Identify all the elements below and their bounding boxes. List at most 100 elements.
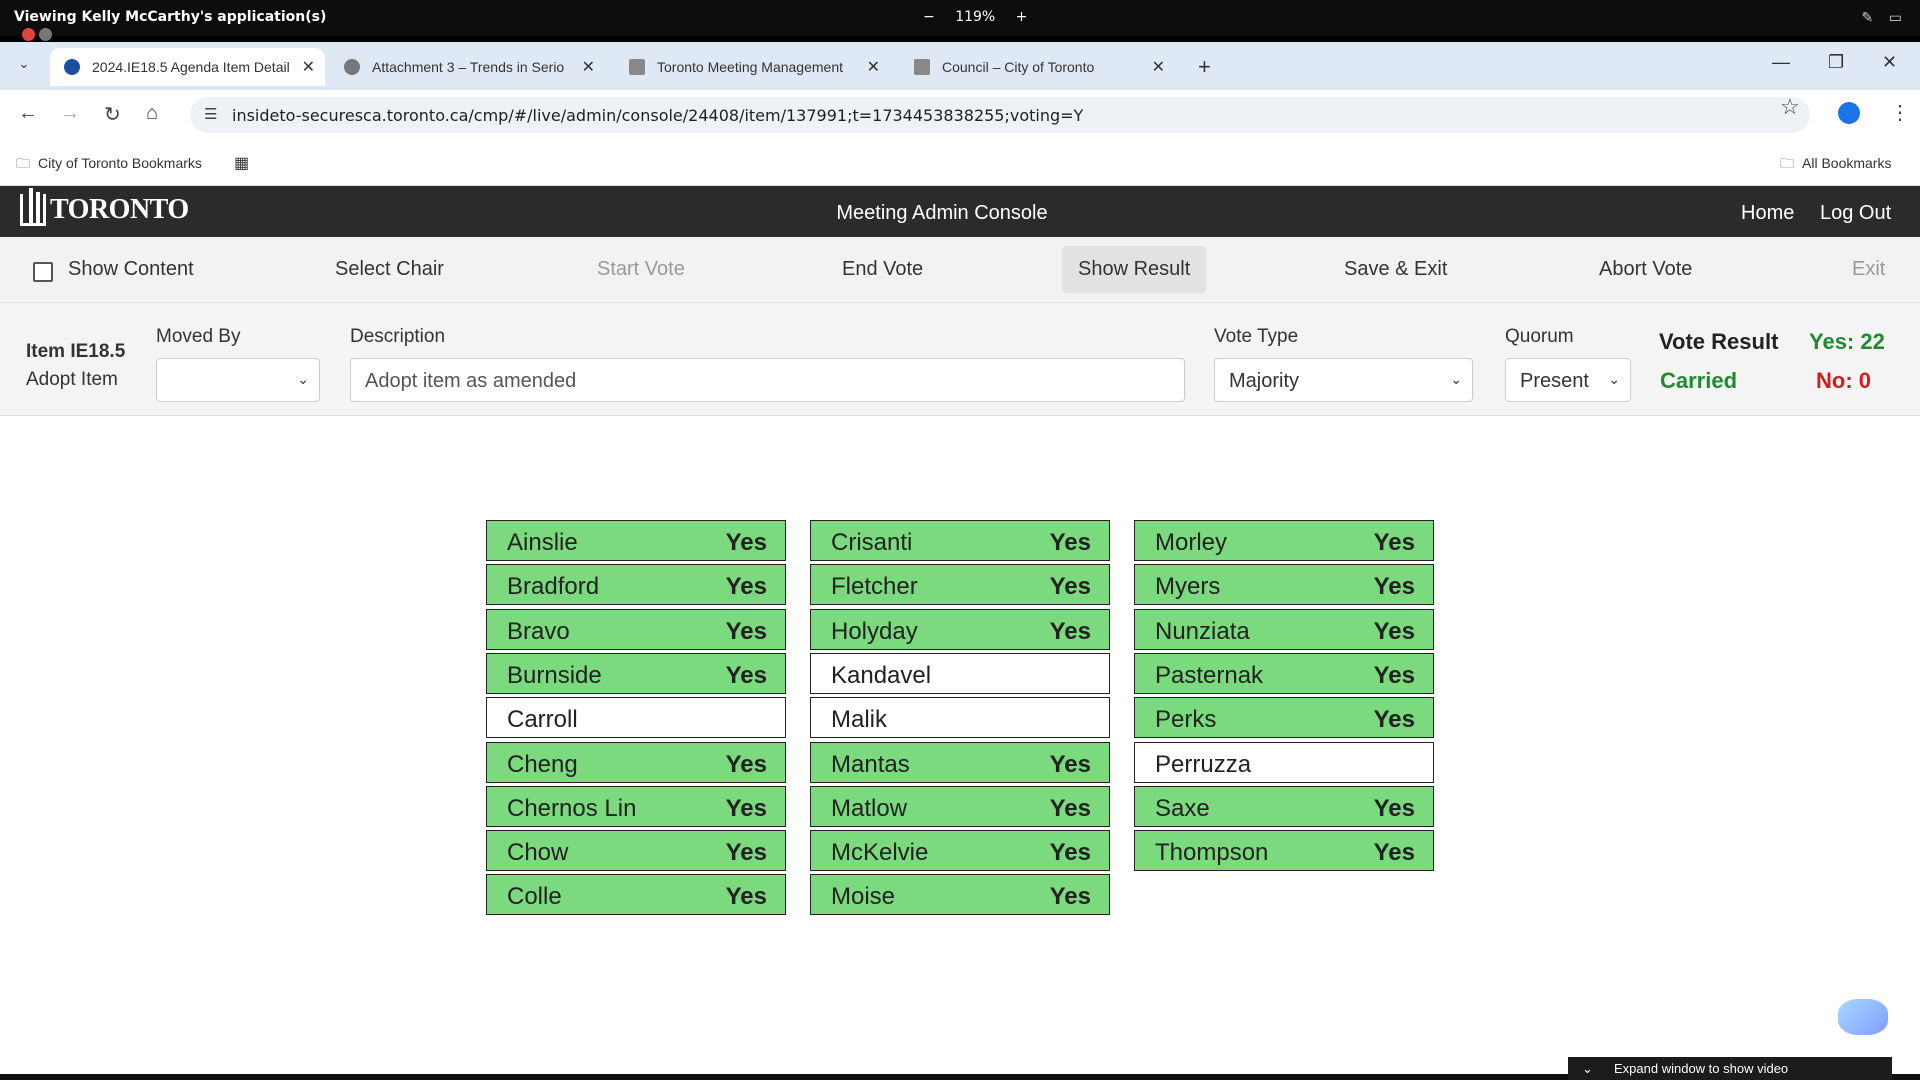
tab-search-icon[interactable]: ⌄ [18,56,30,71]
member-vote-cell[interactable]: Bradford Yes [486,564,786,605]
browser-menu-icon[interactable]: ⋮ [1890,102,1910,124]
assistant-bubble-icon[interactable] [1838,999,1888,1035]
tab-meeting-management[interactable]: Toronto Meeting Management ✕ [615,48,890,86]
share-title: Viewing Kelly McCarthy's application(s) [14,9,327,25]
member-vote-cell[interactable]: Saxe Yes [1134,786,1434,827]
member-vote-cell[interactable]: Holyday Yes [810,609,1110,650]
member-vote: Yes [1049,573,1091,600]
zoom-level: 119% [955,9,996,25]
reload-icon[interactable]: ↻ [104,104,121,126]
close-share-icon[interactable] [22,28,35,41]
item-subtitle: Adopt Item [26,369,118,390]
bookmark-star-icon[interactable]: ☆ [1780,94,1800,119]
member-vote-cell[interactable]: Cheng Yes [486,742,786,783]
description-field[interactable]: Adopt item as amended [350,358,1185,402]
member-vote-cell[interactable]: Chernos Lin Yes [486,786,786,827]
close-tab-icon[interactable]: ✕ [301,59,315,76]
member-vote-cell[interactable]: Ainslie Yes [486,520,786,561]
member-vote-cell[interactable]: Mantas Yes [810,742,1110,783]
yes-count: Yes: 22 [1809,329,1885,354]
tab-label: Attachment 3 – Trends in Serio [372,59,565,75]
show-result-button[interactable]: Show Result [1062,246,1207,293]
zoom-in-button[interactable]: + [1015,9,1028,25]
member-name: Carroll [507,706,578,733]
member-vote-cell[interactable]: Myers Yes [1134,564,1434,605]
zoom-out-button[interactable]: − [923,9,935,25]
member-vote-cell[interactable]: Nunziata Yes [1134,609,1434,650]
show-content-label[interactable]: Show Content [68,258,194,280]
close-tab-icon[interactable]: ✕ [581,59,595,76]
member-vote-cell[interactable]: Pasternak Yes [1134,653,1434,694]
tab-label: Toronto Meeting Management [657,59,843,75]
tab-attachment[interactable]: Attachment 3 – Trends in Serio ✕ [330,48,605,86]
member-vote-cell[interactable]: Colle Yes [486,874,786,915]
vote-type-select[interactable]: Majority ⌄ [1214,358,1473,402]
address-bar[interactable]: ☰ insideto-securesca.toronto.ca/cmp/#/li… [190,97,1810,133]
forward-icon[interactable]: → [60,102,80,124]
member-vote-cell[interactable]: Fletcher Yes [810,564,1110,605]
vote-type-label: Vote Type [1214,326,1299,347]
member-vote: Yes [1049,529,1091,556]
chat-icon[interactable]: ▭ [1888,9,1902,25]
member-vote-cell[interactable]: Kandavel [810,653,1110,694]
close-tab-icon[interactable]: ✕ [1151,59,1165,76]
member-vote-cell[interactable]: Morley Yes [1134,520,1434,561]
url-text: insideto-securesca.toronto.ca/cmp/#/live… [232,106,1084,125]
member-vote-cell[interactable]: Burnside Yes [486,653,786,694]
bottom-strip [0,1074,1920,1080]
home-link[interactable]: Home [1741,202,1795,224]
member-name: Perruzza [1155,751,1252,778]
minimize-icon[interactable]: — [1772,52,1790,72]
chevron-down-icon: ⌄ [1608,371,1620,387]
member-name: Malik [831,706,888,733]
member-vote-cell[interactable]: Crisanti Yes [810,520,1110,561]
moved-by-select[interactable]: ⌄ [156,358,320,402]
new-tab-icon[interactable]: + [1198,54,1211,79]
member-vote-cell[interactable]: Matlow Yes [810,786,1110,827]
select-chair-button[interactable]: Select Chair [335,258,444,280]
description-label: Description [350,326,446,347]
member-vote-cell[interactable]: Carroll [486,697,786,738]
tab-strip: ⌄ 2024.IE18.5 Agenda Item Detail ✕ Attac… [0,42,1920,90]
bookmark-folder-toronto[interactable]: 🗀 City of Toronto Bookmarks [16,153,202,177]
back-icon[interactable]: ← [18,102,38,124]
save-exit-button[interactable]: Save & Exit [1344,258,1448,280]
close-window-icon[interactable]: ✕ [1882,52,1898,72]
expand-video-bar[interactable]: ⌄ Expand window to show video [1568,1057,1892,1080]
member-vote-cell[interactable]: McKelvie Yes [810,830,1110,871]
end-vote-button[interactable]: End Vote [842,258,924,280]
member-name: Myers [1155,573,1221,600]
member-vote-cell[interactable]: Chow Yes [486,830,786,871]
close-tab-icon[interactable]: ✕ [866,59,880,76]
member-vote-cell[interactable]: Thompson Yes [1134,830,1434,871]
pause-share-icon[interactable] [39,28,52,41]
apps-grid-icon[interactable]: ▦ [234,155,250,172]
member-vote-cell[interactable]: Moise Yes [810,874,1110,915]
start-vote-button[interactable]: Start Vote [597,258,685,280]
abort-vote-button[interactable]: Abort Vote [1599,258,1693,280]
profile-avatar-icon[interactable] [1838,102,1860,124]
member-vote-cell[interactable]: Malik [810,697,1110,738]
tab-agenda-item[interactable]: 2024.IE18.5 Agenda Item Detail ✕ [50,48,325,86]
member-name: Saxe [1155,795,1210,822]
member-vote-cell[interactable]: Perruzza [1134,742,1434,783]
member-vote: Yes [1049,795,1091,822]
member-name: Holyday [831,618,918,645]
bookmark-label: All Bookmarks [1802,155,1892,171]
tab-label: 2024.IE18.5 Agenda Item Detail [92,59,290,75]
show-content-checkbox[interactable] [33,262,53,282]
quorum-select[interactable]: Present ⌄ [1505,358,1631,402]
logout-link[interactable]: Log Out [1820,202,1892,224]
restore-icon[interactable]: ❐ [1828,52,1845,72]
exit-button[interactable]: Exit [1852,258,1886,280]
member-vote-cell[interactable]: Perks Yes [1134,697,1434,738]
browser-toolbar: ← → ↻ ⌂ ☰ insideto-securesca.toronto.ca/… [0,90,1920,140]
item-id: Item IE18.5 [26,341,126,362]
site-info-icon[interactable]: ☰ [204,106,218,123]
tab-council[interactable]: Council – City of Toronto ✕ [900,48,1175,86]
home-icon[interactable]: ⌂ [146,102,159,124]
member-vote-cell[interactable]: Bravo Yes [486,609,786,650]
member-vote: Yes [1049,883,1091,910]
annotate-icon[interactable]: ✎ [1861,9,1874,25]
all-bookmarks[interactable]: 🗀 All Bookmarks [1780,153,1891,177]
